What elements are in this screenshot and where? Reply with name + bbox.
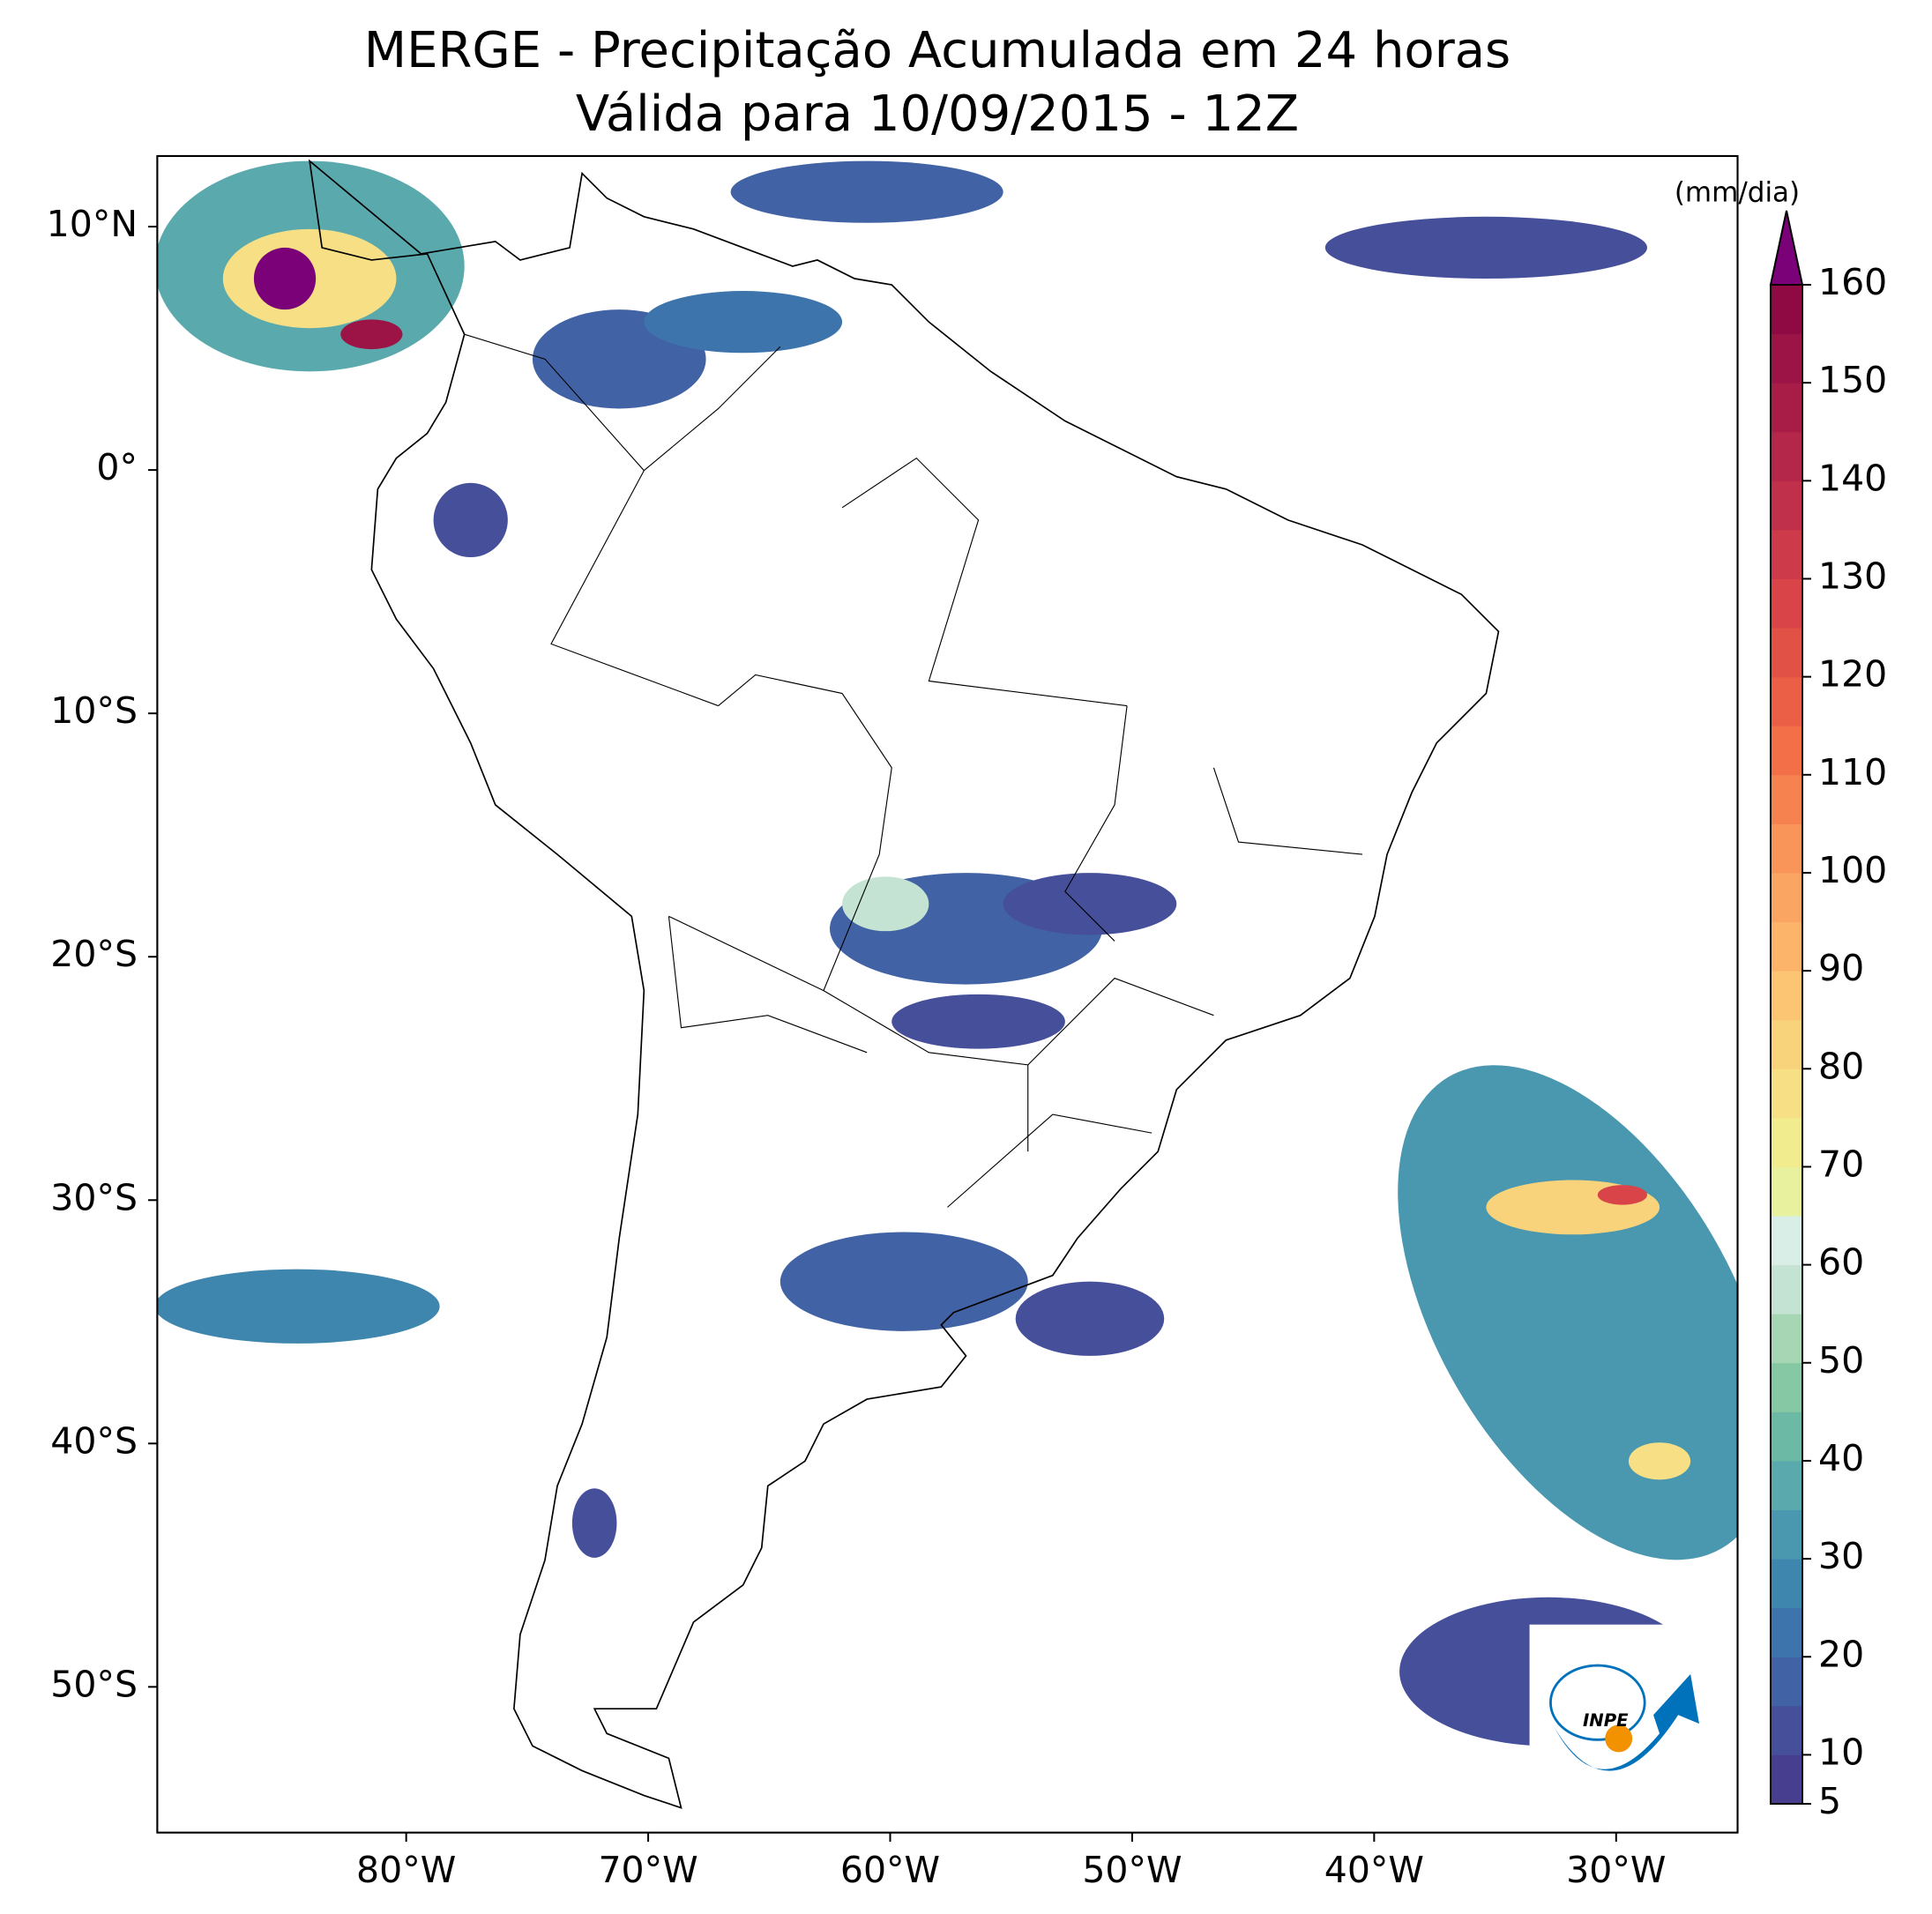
logo-arrow: [1554, 1673, 1699, 1771]
logo-text: INPE: [1583, 1710, 1629, 1731]
colorbar-segment: [1771, 1019, 1802, 1069]
colorbar-segment: [1771, 1460, 1802, 1511]
colorbar-segment: [1771, 1509, 1802, 1560]
colorbar-tick-label: 140: [1818, 457, 1887, 499]
colorbar-segment: [1771, 1657, 1802, 1707]
colorbar-tick-label: 70: [1818, 1143, 1864, 1185]
colorbar-segment: [1771, 1117, 1802, 1167]
colorbar-segment: [1771, 1166, 1802, 1217]
colorbar-tick-label: 160: [1818, 261, 1887, 303]
colorbar-tick-label: 5: [1818, 1780, 1841, 1822]
colorbar-tick-label: 120: [1818, 653, 1887, 696]
colorbar-segment: [1771, 1754, 1802, 1805]
colorbar-label: (mm/dia): [1675, 177, 1800, 209]
plot-frame: [156, 154, 1739, 1834]
x-tick-label: 60°W: [840, 1849, 940, 1891]
x-tick-label: 80°W: [356, 1849, 456, 1891]
y-tick-label: 50°S: [50, 1663, 138, 1705]
chart-subtitle: Válida para 10/09/2015 - 12Z: [576, 86, 1299, 143]
y-tick-label: 10°S: [50, 689, 138, 732]
logo-orbit: [1549, 1664, 1646, 1741]
colorbar-tick-label: 130: [1818, 555, 1887, 597]
colorbar-tick-label: 30: [1818, 1535, 1864, 1577]
x-tick-label: 30°W: [1566, 1849, 1666, 1891]
colorbar-segment: [1771, 921, 1802, 972]
colorbar-segment: [1771, 431, 1802, 481]
x-tick-label: 40°W: [1324, 1849, 1424, 1891]
colorbar-tick-label: 110: [1818, 751, 1887, 793]
colorbar-segment: [1771, 383, 1802, 433]
colorbar-segment: [1771, 480, 1802, 531]
colorbar-segment: [1771, 333, 1802, 384]
colorbar-tick-label: 100: [1818, 849, 1887, 891]
colorbar-segment: [1771, 1411, 1802, 1462]
colorbar-segment: [1771, 1069, 1802, 1119]
y-tick-label: 10°N: [47, 203, 138, 245]
x-tick-label: 50°W: [1082, 1849, 1182, 1891]
x-tick-label: 70°W: [598, 1849, 697, 1891]
colorbar-tick-label: 20: [1818, 1633, 1864, 1675]
colorbar-segment: [1771, 628, 1802, 678]
colorbar-segment: [1771, 285, 1802, 335]
logo-sun: [1605, 1724, 1633, 1753]
colorbar-tick-label: 90: [1818, 947, 1864, 989]
colorbar-segment: [1771, 578, 1802, 629]
colorbar-segment: [1771, 823, 1802, 874]
colorbar-segment: [1771, 676, 1802, 726]
colorbar-segment: [1771, 971, 1802, 1021]
colorbar-segment: [1771, 1264, 1802, 1314]
colorbar-frame: [1770, 284, 1803, 1805]
colorbar-segment: [1771, 1216, 1802, 1266]
colorbar-tick-label: 60: [1818, 1241, 1864, 1284]
colorbar-segment: [1771, 1705, 1802, 1755]
y-tick-label: 40°S: [50, 1419, 138, 1462]
y-tick-label: 20°S: [50, 933, 138, 975]
colorbar-segment: [1771, 1559, 1802, 1609]
colorbar-tick-label: 10: [1818, 1731, 1864, 1773]
colorbar-tick-label: 150: [1818, 359, 1887, 401]
colorbar-segment: [1771, 774, 1802, 824]
colorbar-segment: [1771, 1362, 1802, 1412]
continent-outline: [308, 159, 1500, 1809]
colorbar-segment: [1771, 1314, 1802, 1364]
colorbar-segment: [1771, 872, 1802, 923]
colorbar-tick-label: 80: [1818, 1045, 1864, 1087]
colorbar-tick-label: 40: [1818, 1437, 1864, 1479]
chart-title: MERGE - Precipitação Acumulada em 24 hor…: [364, 22, 1511, 79]
colorbar-segment: [1771, 1607, 1802, 1657]
y-tick-label: 0°: [96, 446, 138, 488]
country-borders: [464, 333, 1363, 1208]
colorbar-segment: [1771, 529, 1802, 579]
colorbar-tick-label: 50: [1818, 1339, 1864, 1382]
y-tick-label: 30°S: [50, 1176, 138, 1218]
colorbar-segment: [1771, 726, 1802, 776]
map: INPE: [156, 154, 1739, 1834]
